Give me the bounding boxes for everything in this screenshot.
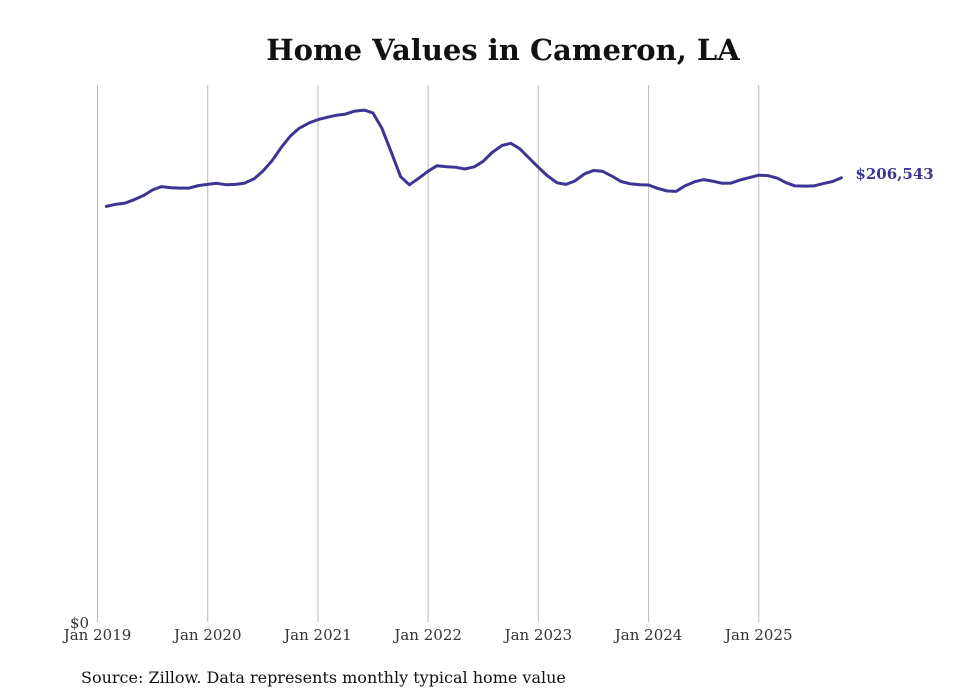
- source-note: Source: Zillow. Data represents monthly …: [81, 668, 566, 687]
- chart-title: Home Values in Cameron, LA: [266, 33, 740, 67]
- x-axis-tick-labels: Jan 2019 Jan 2020 Jan 2021 Jan 2022 Jan 2023…: [62, 626, 793, 644]
- x-tick-label: Jan 2023: [503, 626, 573, 644]
- x-tick-label: Jan 2020: [172, 626, 242, 644]
- x-tick-label: Jan 2021: [282, 626, 352, 644]
- vertical-gridlines: [97, 85, 760, 622]
- x-tick-label: Jan 2019: [62, 626, 132, 644]
- x-tick-label: Jan 2024: [613, 626, 683, 644]
- y-axis-zero-label: $0: [70, 614, 89, 632]
- x-tick-label: Jan 2022: [392, 626, 462, 644]
- latest-value-label: $206,543: [855, 165, 933, 183]
- x-tick-label: Jan 2025: [723, 626, 793, 644]
- home-value-line: [104, 108, 843, 208]
